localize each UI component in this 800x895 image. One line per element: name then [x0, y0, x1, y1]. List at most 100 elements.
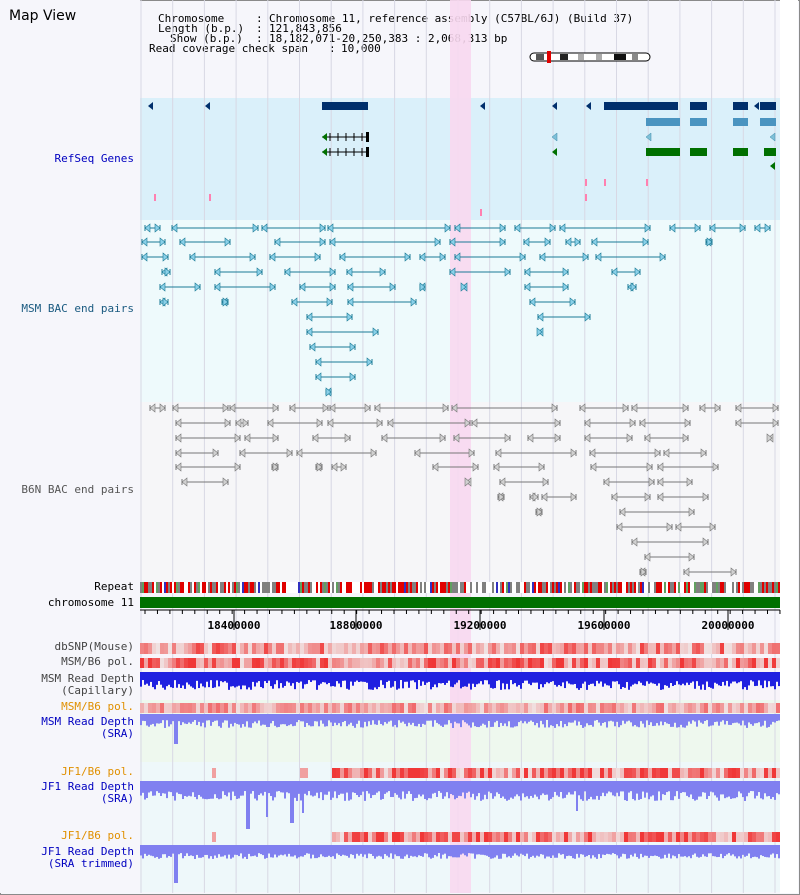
repeat-element — [144, 582, 146, 593]
repeat-element — [754, 582, 756, 593]
chromosome-bar[interactable] — [140, 597, 780, 608]
b6n-bac-end-icon — [644, 433, 651, 443]
jf1-depth-trim-bar — [304, 845, 306, 856]
axis-tick-label: 19600000 — [578, 619, 631, 632]
dbsnp-heat-cell — [444, 643, 448, 654]
msm-depth-sra-bar — [196, 714, 198, 726]
jf1-depth-trim-bar — [390, 845, 392, 854]
msm-depth-sra-bar — [646, 714, 648, 721]
msm-depth-capillary-bar — [440, 672, 442, 684]
repeat-element — [744, 582, 746, 593]
chromosome-key: Chromosome — [158, 12, 225, 25]
axis-tick-label: 19200000 — [454, 619, 507, 632]
b6n-bac-pairs[interactable] — [149, 403, 779, 577]
msm-pol-2-heat-cell — [728, 703, 732, 713]
msm-depth-capillary-bar — [620, 672, 622, 690]
jf1-depth-sra-bar — [326, 781, 328, 795]
dbsnp-heat-cell — [644, 643, 648, 654]
msm-depth-sra-bar — [400, 714, 402, 723]
msm-b6-pol-label[interactable]: MSM/B6 pol. — [61, 655, 134, 668]
msm-pol-heat-cell — [424, 658, 428, 668]
msm-bac-end-icon — [249, 252, 256, 262]
msm-depth-sra-bar — [324, 714, 326, 727]
dbsnp-label[interactable]: dbSNP(Mouse) — [54, 640, 134, 653]
jf1-pol-2-heat-cell — [388, 832, 392, 842]
jf1-pol-heat-cell — [468, 768, 472, 778]
msm-depth-sra-bar — [602, 714, 604, 723]
jf1-depth-trim-bar — [382, 845, 384, 859]
msm-pol-2-heat-cell — [532, 703, 536, 713]
msm-depth-sra-bar — [510, 714, 512, 728]
msm-pol-heat-cell — [152, 658, 156, 668]
dbsnp-heat-cell — [184, 643, 188, 654]
jf1-pol-heat-cell — [496, 768, 500, 778]
refseq-genes[interactable] — [148, 102, 776, 216]
read-depth-tracks[interactable] — [140, 672, 780, 883]
msm-depth-sra-bar — [532, 714, 534, 722]
jf1-depth-sra-bar — [500, 781, 502, 799]
msm-depth-capillary-bar — [186, 672, 188, 683]
repeat-element — [552, 582, 554, 593]
msm-depth-capillary-label-1[interactable]: MSM Read Depth — [41, 672, 134, 685]
msm-bac-end-icon — [537, 312, 544, 322]
dbsnp-heat-cell — [708, 643, 712, 654]
b6n-bac-label[interactable]: B6N BAC end pairs — [21, 483, 134, 496]
repeat-element — [332, 582, 334, 593]
chromosome-ideogram[interactable] — [529, 51, 651, 63]
refseq-label[interactable]: RefSeq Genes — [54, 152, 134, 165]
jf1-depth-trim-bar — [328, 845, 330, 856]
jf1-depth-trim-label-1[interactable]: JF1 Read Depth — [41, 845, 134, 858]
repeat-element — [772, 582, 774, 593]
jf1-depth-trim-bar — [180, 845, 182, 854]
msm-bac-label[interactable]: MSM BAC end pairs — [21, 302, 134, 315]
msm-pol-heat-cell — [336, 658, 340, 668]
jf1-pol-2-heat-cell — [556, 832, 560, 842]
jf1-b6-pol-2-label[interactable]: JF1/B6 pol. — [61, 829, 134, 842]
jf1-depth-sra-label-1[interactable]: JF1 Read Depth — [41, 780, 134, 793]
dbsnp-heat-cell — [212, 643, 216, 654]
jf1-depth-trim-bar — [202, 845, 204, 858]
jf1-depth-trim-bar — [226, 845, 228, 859]
repeat-label[interactable]: Repeat — [94, 580, 134, 593]
jf1-depth-sra-bar — [424, 781, 426, 799]
jf1-pol-heat-cell — [436, 768, 440, 778]
msm-depth-sra-bar — [156, 714, 158, 724]
jf1-b6-pol-label[interactable]: JF1/B6 pol. — [61, 765, 134, 778]
jf1-pol-heat-cell — [596, 768, 600, 778]
repeat-element — [606, 582, 608, 593]
repeat-element — [450, 582, 452, 593]
repeat-track[interactable] — [140, 582, 780, 593]
msm-depth-sra-bar — [422, 714, 424, 724]
msm-pol-heat-cell — [340, 658, 344, 668]
dbsnp-heat-cell — [220, 643, 224, 654]
highlight-region[interactable] — [450, 0, 471, 893]
dbsnp-heat-cell — [540, 643, 544, 654]
msm-bac-pairs[interactable] — [141, 223, 771, 397]
jf1-pol-heat-cell — [752, 768, 756, 778]
polymorphism-heatmaps[interactable] — [140, 643, 780, 842]
msm-depth-capillary-bar — [228, 672, 230, 690]
repeat-element — [324, 582, 326, 593]
repeat-element — [188, 582, 190, 593]
jf1-depth-trim-bar — [336, 845, 338, 854]
jf1-depth-trim-bar — [706, 845, 708, 857]
msm-depth-capillary-bar — [714, 672, 716, 683]
jf1-depth-sra-bar — [444, 781, 446, 797]
jf1-depth-trim-bar — [572, 845, 574, 859]
jf1-depth-sra-bar — [696, 781, 698, 800]
dbsnp-heat-cell — [720, 643, 724, 654]
msm-b6-pol-2-label[interactable]: MSM/B6 pol. — [61, 700, 134, 713]
jf1-depth-sra-bar — [528, 781, 530, 799]
msm-pol-2-heat-cell — [644, 703, 648, 713]
jf1-depth-sra-bar — [544, 781, 546, 795]
jf1-depth-sra-bar — [204, 781, 206, 800]
jf1-depth-sra-bar — [588, 781, 590, 800]
msm-depth-sra-bar — [374, 714, 376, 725]
msm-depth-sra-bar — [452, 714, 454, 728]
msm-bac-end-icon — [309, 342, 316, 352]
msm-bac-end-icon — [514, 223, 521, 233]
msm-depth-sra-label-1[interactable]: MSM Read Depth — [41, 715, 134, 728]
msm-depth-capillary-bar — [192, 672, 194, 688]
jf1-pol-2-heat-cell — [740, 832, 744, 842]
